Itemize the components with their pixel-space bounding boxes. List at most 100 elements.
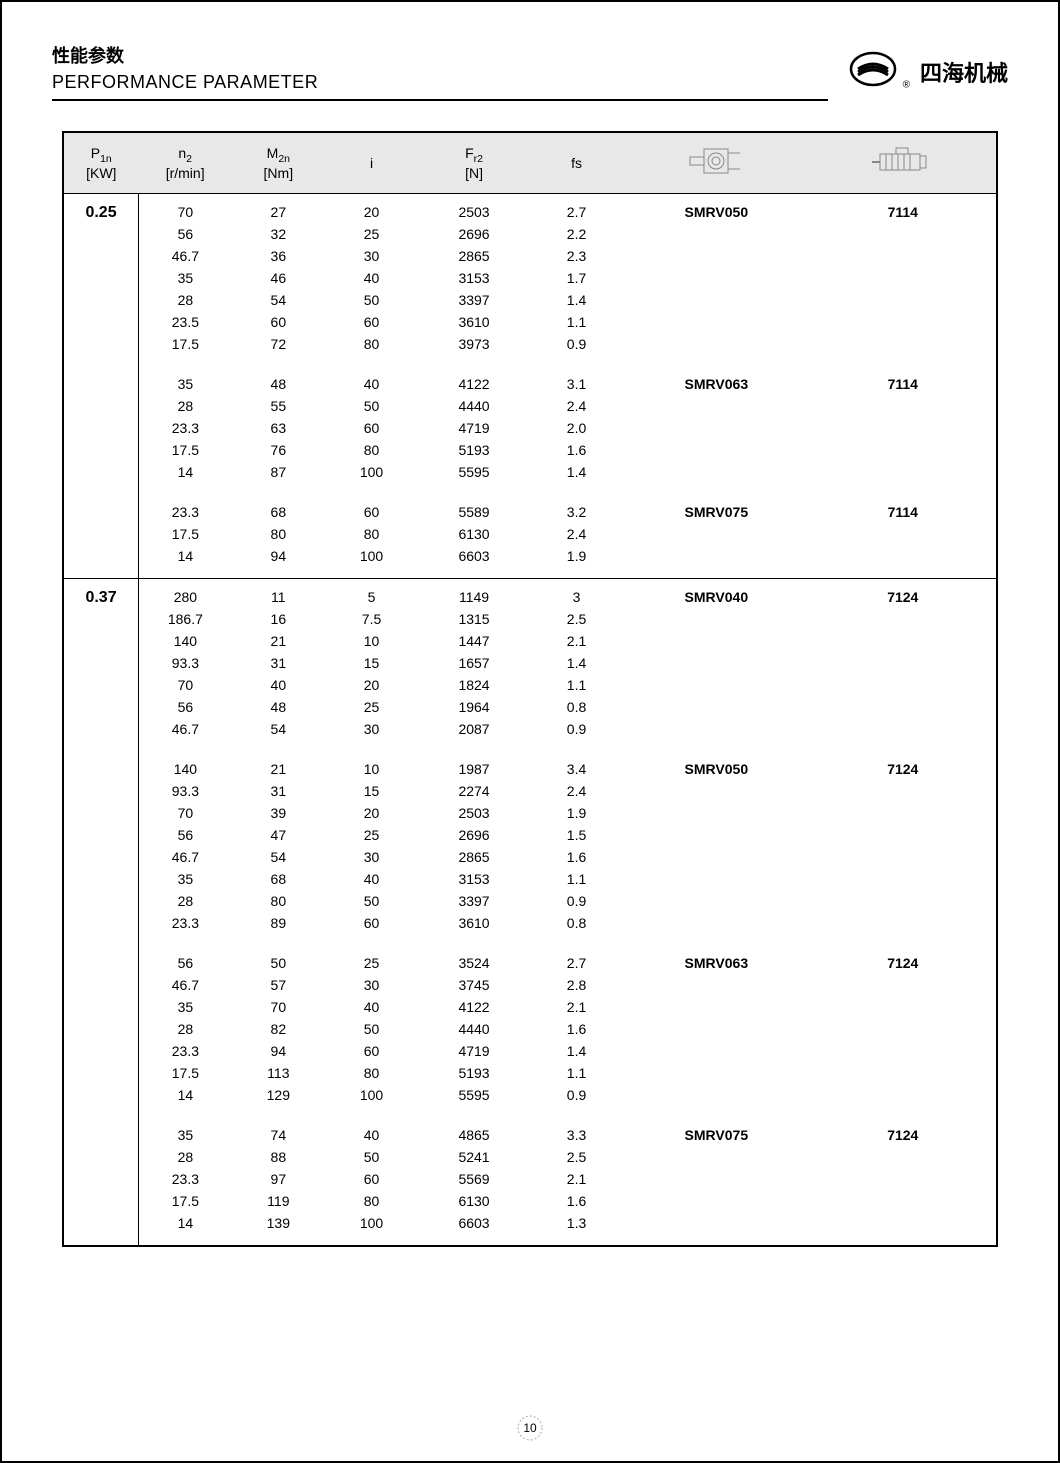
cell-n2: 56 <box>139 696 232 718</box>
cell-m2n: 46 <box>232 267 325 289</box>
cell-model: SMRV063 <box>623 945 809 974</box>
table-row: 186.7167.513152.5 <box>64 608 996 630</box>
cell-model <box>623 824 809 846</box>
table-row: 28555044402.4 <box>64 395 996 417</box>
cell-fr2: 2865 <box>418 245 530 267</box>
table-row: 23.3946047191.4 <box>64 1040 996 1062</box>
cell-model <box>623 523 809 545</box>
cell-n2: 17.5 <box>139 1190 232 1212</box>
cell-motor: 7124 <box>810 945 996 974</box>
cell-fr2: 5569 <box>418 1168 530 1190</box>
cell-model <box>623 333 809 366</box>
cell-i: 80 <box>325 439 418 461</box>
table-row: 28545033971.4 <box>64 289 996 311</box>
cell-n2: 46.7 <box>139 245 232 267</box>
cell-fr2: 4440 <box>418 395 530 417</box>
cell-motor <box>810 417 996 439</box>
cell-model: SMRV050 <box>623 193 809 223</box>
table-row: 35484041223.1SMRV0637114 <box>64 366 996 395</box>
cell-m2n: 32 <box>232 223 325 245</box>
cell-m2n: 63 <box>232 417 325 439</box>
cell-m2n: 47 <box>232 824 325 846</box>
cell-fr2: 3524 <box>418 945 530 974</box>
cell-model <box>623 289 809 311</box>
cell-fr2: 4122 <box>418 366 530 395</box>
cell-m2n: 54 <box>232 289 325 311</box>
cell-fs: 2.5 <box>530 1146 623 1168</box>
cell-i: 20 <box>325 193 418 223</box>
table-row: 28825044401.6 <box>64 1018 996 1040</box>
cell-model <box>623 223 809 245</box>
cell-i: 25 <box>325 223 418 245</box>
table-row: 148710055951.4 <box>64 461 996 494</box>
cell-fr2: 2087 <box>418 718 530 751</box>
cell-i: 100 <box>325 461 418 494</box>
cell-fs: 2.1 <box>530 630 623 652</box>
cell-i: 40 <box>325 868 418 890</box>
cell-fr2: 4122 <box>418 996 530 1018</box>
cell-fs: 2.4 <box>530 780 623 802</box>
cell-n2: 46.7 <box>139 718 232 751</box>
cell-model <box>623 996 809 1018</box>
cell-m2n: 50 <box>232 945 325 974</box>
parameter-table: P1n[KW] n2[r/min] M2n[Nm] i Fr2[N] fs <box>64 133 996 1245</box>
cell-i: 40 <box>325 996 418 1018</box>
cell-fs: 3.2 <box>530 494 623 523</box>
cell-fs: 1.6 <box>530 846 623 868</box>
cell-i: 7.5 <box>325 608 418 630</box>
cell-motor <box>810 461 996 494</box>
cell-i: 25 <box>325 824 418 846</box>
cell-n2: 56 <box>139 945 232 974</box>
cell-n2: 17.5 <box>139 1062 232 1084</box>
cell-motor <box>810 523 996 545</box>
cell-fs: 1.6 <box>530 439 623 461</box>
cell-model <box>623 912 809 945</box>
cell-fs: 2.7 <box>530 945 623 974</box>
cell-m2n: 88 <box>232 1146 325 1168</box>
cell-fs: 2.4 <box>530 395 623 417</box>
cell-fs: 0.8 <box>530 912 623 945</box>
cell-fr2: 5241 <box>418 1146 530 1168</box>
cell-m2n: 113 <box>232 1062 325 1084</box>
parameter-table-wrap: P1n[KW] n2[r/min] M2n[Nm] i Fr2[N] fs <box>62 131 998 1247</box>
table-row: 17.5808061302.4 <box>64 523 996 545</box>
cell-model <box>623 245 809 267</box>
cell-fs: 1.5 <box>530 824 623 846</box>
col-fr2: Fr2[N] <box>418 133 530 193</box>
cell-fs: 1.4 <box>530 461 623 494</box>
table-row: 1412910055950.9 <box>64 1084 996 1117</box>
cell-motor <box>810 912 996 945</box>
cell-fr2: 1987 <box>418 751 530 780</box>
cell-fr2: 4865 <box>418 1117 530 1146</box>
cell-n2: 56 <box>139 824 232 846</box>
cell-motor: 7114 <box>810 193 996 223</box>
cell-m2n: 21 <box>232 630 325 652</box>
cell-i: 30 <box>325 245 418 267</box>
cell-fr2: 5193 <box>418 439 530 461</box>
cell-i: 30 <box>325 846 418 868</box>
cell-fs: 1.4 <box>530 1040 623 1062</box>
col-m2n: M2n[Nm] <box>232 133 325 193</box>
cell-fr2: 3745 <box>418 974 530 996</box>
cell-n2: 35 <box>139 366 232 395</box>
cell-motor <box>810 868 996 890</box>
cell-m2n: 74 <box>232 1117 325 1146</box>
cell-m2n: 60 <box>232 311 325 333</box>
cell-motor <box>810 996 996 1018</box>
table-row: 70392025031.9 <box>64 802 996 824</box>
cell-m2n: 89 <box>232 912 325 945</box>
page-header: 性能参数 PERFORMANCE PARAMETER ® 四海机械 <box>52 42 1008 101</box>
cell-n2: 14 <box>139 545 232 579</box>
cell-model <box>623 718 809 751</box>
cell-m2n: 11 <box>232 578 325 608</box>
cell-fs: 3 <box>530 578 623 608</box>
cell-n2: 186.7 <box>139 608 232 630</box>
title-cn: 性能参数 <box>52 42 828 68</box>
cell-motor <box>810 223 996 245</box>
cell-fr2: 2696 <box>418 824 530 846</box>
table-row: 46.7363028652.3 <box>64 245 996 267</box>
cell-i: 30 <box>325 718 418 751</box>
cell-i: 60 <box>325 494 418 523</box>
cell-model <box>623 1146 809 1168</box>
cell-m2n: 94 <box>232 1040 325 1062</box>
